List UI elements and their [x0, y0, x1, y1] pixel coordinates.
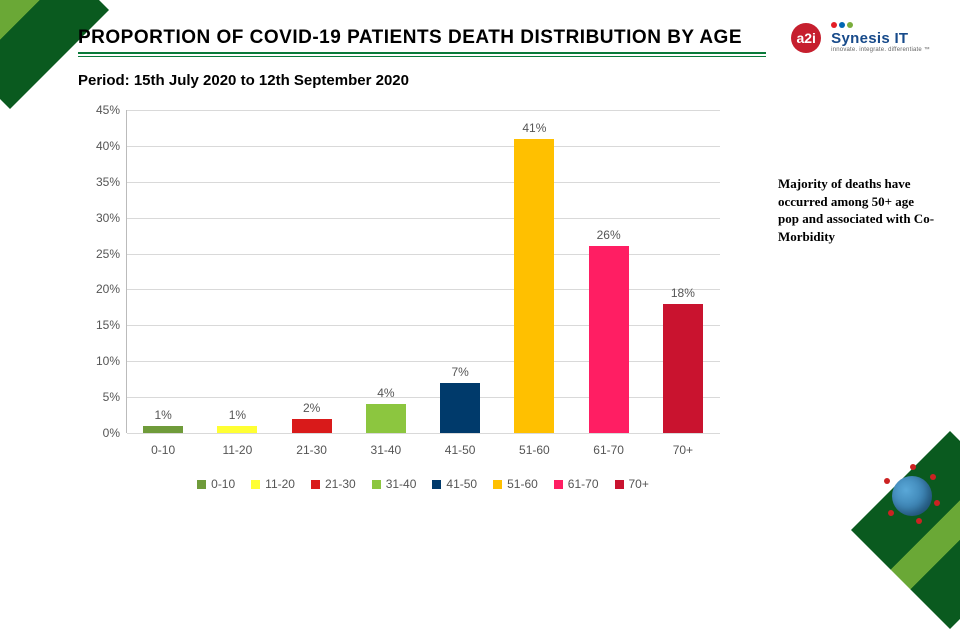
chart-bar — [663, 304, 703, 433]
legend-label: 61-70 — [568, 477, 599, 491]
insight-callout: Majority of deaths have occurred among 5… — [778, 175, 938, 245]
period-label: Period: 15th July 2020 to 12th September… — [78, 72, 409, 89]
synesis-logo: Synesis IT innovate. integrate. differen… — [831, 22, 930, 53]
legend-item: 70+ — [615, 477, 649, 491]
bar-slot: 4% — [349, 110, 423, 433]
chart-x-tick: 11-20 — [200, 443, 274, 457]
bar-slot: 7% — [423, 110, 497, 433]
bar-slot: 1% — [200, 110, 274, 433]
legend-item: 31-40 — [372, 477, 417, 491]
chart-bar-value-label: 1% — [229, 408, 246, 422]
a2i-logo-icon: a2i — [791, 23, 821, 53]
chart-x-tick: 31-40 — [349, 443, 423, 457]
chart-y-tick: 0% — [80, 426, 120, 440]
legend-swatch-icon — [432, 480, 441, 489]
chart-y-tick: 20% — [80, 282, 120, 296]
legend-item: 41-50 — [432, 477, 477, 491]
legend-label: 51-60 — [507, 477, 538, 491]
chart-bars: 1% 1% 2% 4% 7% 41% 26% 18% — [126, 110, 720, 433]
chart-bar-value-label: 41% — [522, 121, 546, 135]
chart-bar — [440, 383, 480, 433]
chart-y-tick: 25% — [80, 247, 120, 261]
legend-item: 21-30 — [311, 477, 356, 491]
legend-swatch-icon — [251, 480, 260, 489]
chart-y-tick: 10% — [80, 354, 120, 368]
legend-label: 31-40 — [386, 477, 417, 491]
legend-label: 41-50 — [446, 477, 477, 491]
legend-label: 0-10 — [211, 477, 235, 491]
chart-x-tick: 21-30 — [275, 443, 349, 457]
chart-x-tick: 41-50 — [423, 443, 497, 457]
legend-swatch-icon — [615, 480, 624, 489]
chart-bar-value-label: 7% — [451, 365, 468, 379]
page-title: PROPORTION OF COVID-19 PATIENTS DEATH DI… — [78, 27, 742, 49]
chart-x-tick: 70+ — [646, 443, 720, 457]
bar-slot: 26% — [572, 110, 646, 433]
logo-group: a2i Synesis IT innovate. integrate. diff… — [791, 22, 930, 53]
legend-label: 11-20 — [265, 477, 295, 491]
chart-x-axis: 0-1011-2021-3031-4041-5051-6061-7070+ — [126, 443, 720, 457]
chart-bar — [366, 404, 406, 433]
chart-bar — [514, 139, 554, 433]
bar-slot: 2% — [275, 110, 349, 433]
chart-y-tick: 15% — [80, 318, 120, 332]
legend-swatch-icon — [493, 480, 502, 489]
legend-swatch-icon — [372, 480, 381, 489]
chart-bar-value-label: 18% — [671, 286, 695, 300]
legend-item: 0-10 — [197, 477, 235, 491]
chart-legend: 0-10 11-20 21-30 31-40 41-50 51-60 61-70 70+ — [126, 477, 720, 491]
chart-bar — [292, 419, 332, 433]
bar-slot: 1% — [126, 110, 200, 433]
synesis-dots-icon — [831, 22, 853, 28]
chart-y-tick: 45% — [80, 103, 120, 117]
chart: 0%5%10%15%20%25%30%35%40%45% 1%1%2%4%7%4… — [80, 110, 720, 495]
legend-swatch-icon — [197, 480, 206, 489]
chart-gridline — [127, 433, 720, 434]
legend-item: 51-60 — [493, 477, 538, 491]
legend-item: 61-70 — [554, 477, 599, 491]
chart-y-tick: 30% — [80, 211, 120, 225]
corner-accent-bottom-right — [851, 431, 960, 629]
bar-slot: 18% — [646, 110, 720, 433]
title-underline — [78, 52, 766, 57]
chart-y-tick: 35% — [80, 175, 120, 189]
virus-icon — [882, 466, 942, 526]
legend-swatch-icon — [311, 480, 320, 489]
chart-bar — [143, 426, 183, 433]
legend-swatch-icon — [554, 480, 563, 489]
chart-y-tick: 40% — [80, 139, 120, 153]
chart-bar-value-label: 2% — [303, 401, 320, 415]
legend-label: 21-30 — [325, 477, 356, 491]
chart-bar-value-label: 26% — [597, 228, 621, 242]
synesis-tagline: innovate. integrate. differentiate ™ — [831, 47, 930, 53]
chart-x-tick: 51-60 — [497, 443, 571, 457]
chart-bar-value-label: 4% — [377, 386, 394, 400]
chart-bar — [589, 246, 629, 433]
legend-label: 70+ — [629, 477, 649, 491]
legend-item: 11-20 — [251, 477, 295, 491]
chart-y-tick: 5% — [80, 390, 120, 404]
header: PROPORTION OF COVID-19 PATIENTS DEATH DI… — [78, 22, 930, 53]
synesis-brand-text: Synesis IT — [831, 30, 908, 47]
bar-slot: 41% — [497, 110, 571, 433]
chart-bar — [217, 426, 257, 433]
chart-x-tick: 0-10 — [126, 443, 200, 457]
chart-x-tick: 61-70 — [572, 443, 646, 457]
chart-bar-value-label: 1% — [154, 408, 171, 422]
